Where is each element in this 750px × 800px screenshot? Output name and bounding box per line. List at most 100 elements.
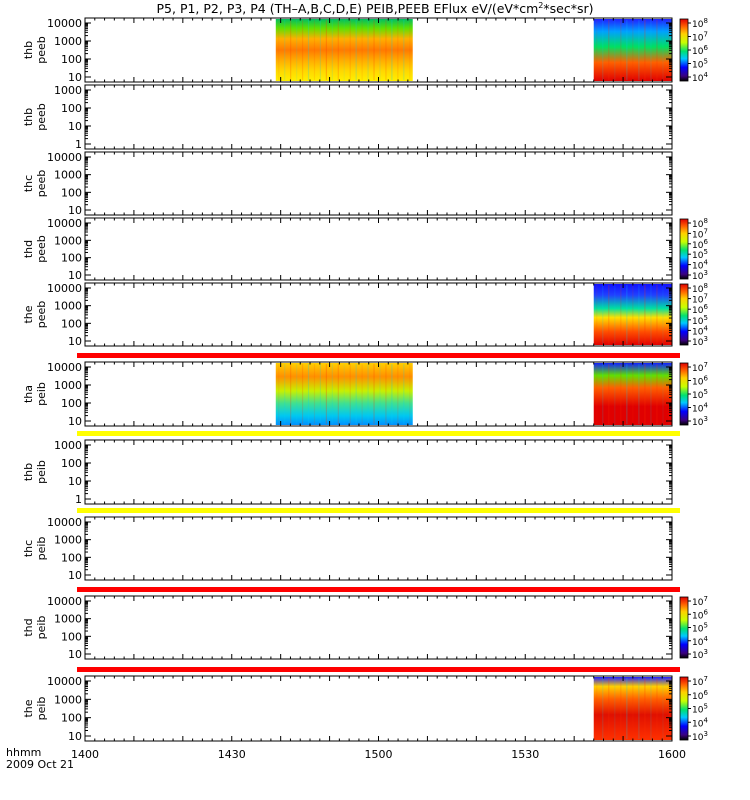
colorbar: [679, 596, 689, 659]
y-tick-label: 100: [61, 397, 82, 410]
colorbar: [679, 676, 689, 741]
colorbar-tick-label: 103: [692, 415, 708, 428]
colorbar-tick-label: 106: [692, 303, 708, 316]
panel-instrument-label: peib: [35, 460, 48, 484]
colorbar-tick-label: 105: [692, 622, 708, 635]
colorbar-tick-label: 104: [692, 71, 708, 84]
y-tick-label: 10: [68, 335, 82, 348]
panel-frame: [84, 151, 673, 216]
y-tick-label: 10000: [47, 595, 82, 608]
y-tick-label: 1000: [54, 439, 82, 452]
panel-instrument-label: peeb: [35, 103, 48, 131]
colorbar-tick-label: 106: [692, 44, 708, 57]
title-tail: *sec*sr): [543, 1, 593, 16]
panel-thb-peib: 1 10 100 1000 thb peib: [22, 431, 680, 506]
colorbar: [679, 283, 689, 346]
panel-probe-label: thb: [22, 463, 35, 481]
y-tick-label: 10: [68, 730, 82, 743]
y-tick-label: 1000: [54, 84, 82, 97]
y-tick-label: 10: [68, 648, 82, 661]
y-tick-label: 10000: [47, 151, 82, 164]
colorbar-tick-label: 103: [692, 648, 708, 661]
panel-frame: [84, 516, 673, 581]
panel-thc-peib: 10 100 1000 10000 thc peib: [22, 508, 680, 582]
y-tick-label: 100: [61, 53, 82, 66]
colorbar-tick-label: 104: [692, 635, 708, 648]
colorbar-tick-label: 107: [692, 595, 708, 608]
y-tick-label: 1000: [54, 169, 82, 182]
colorbar-tick-label: 107: [692, 361, 708, 374]
panel-instrument-label: peeb: [35, 301, 48, 329]
y-tick-label: 1000: [54, 613, 82, 626]
colorbar-tick-label: 107: [692, 227, 708, 240]
colorbar-tick-label: 106: [692, 375, 708, 388]
y-tick-label: 10: [68, 204, 82, 217]
colorbar-tick-label: 108: [692, 17, 708, 30]
panel-probe-label: thd: [22, 240, 35, 258]
y-tick-label: 1: [75, 493, 82, 506]
panel-probe-label: thb: [22, 108, 35, 126]
title-main: P5, P1, P2, P3, P4 (TH–A,B,C,D,E) PEIB,P…: [157, 1, 539, 16]
y-tick-label: 100: [61, 551, 82, 564]
panel-instrument-label: peib: [35, 537, 48, 561]
y-tick-label: 100: [61, 317, 82, 330]
y-tick-label: 10000: [47, 516, 82, 529]
colorbar-tick-label: 104: [692, 324, 708, 337]
panel-thc-peeb: 10 100 1000 10000 thc peeb: [22, 151, 673, 217]
colorbar-tick-label: 104: [692, 716, 708, 729]
panel-probe-label: thc: [22, 175, 35, 192]
colorbar-tick-label: 108: [692, 217, 708, 230]
time-tick-label: 1600: [658, 748, 686, 761]
spectrogram-block-electron_a: [275, 19, 413, 81]
panel-probe-label: the: [22, 305, 35, 323]
colorbar-tick-label: 103: [692, 730, 708, 743]
time-tick-label: 1530: [511, 748, 539, 761]
panel-probe-label: tha: [22, 385, 35, 403]
spectrogram-block-ion_c: [593, 677, 672, 740]
status-bar-red: [77, 667, 680, 672]
colorbar-tick-label: 103: [692, 269, 708, 282]
colorbar-tick-label: 106: [692, 238, 708, 251]
y-tick-label: 100: [61, 186, 82, 199]
y-tick-label: 10000: [47, 17, 82, 30]
y-tick-label: 100: [61, 252, 82, 265]
panel-probe-label: thc: [22, 540, 35, 557]
panel-thb-peeb: 1 10 100 1000 thb peeb: [22, 84, 673, 151]
panel-frame: [84, 439, 673, 505]
y-tick-label: 1000: [54, 379, 82, 392]
y-tick-label: 10000: [47, 361, 82, 374]
date-label: 2009 Oct 21: [6, 758, 74, 771]
panel-probe-label: the: [22, 699, 35, 717]
spectrogram-block-ion_a: [275, 363, 413, 425]
y-tick-label: 10: [68, 71, 82, 84]
y-tick-label: 1: [75, 138, 82, 151]
y-tick-label: 1000: [54, 534, 82, 547]
panel-probe-label: thb: [22, 41, 35, 59]
panel-frame: [84, 217, 673, 281]
panel-frame: [84, 84, 673, 150]
y-tick-label: 10: [68, 120, 82, 133]
spectrogram-block-ion_b: [593, 363, 672, 425]
y-tick-label: 100: [61, 102, 82, 115]
y-tick-label: 10000: [47, 282, 82, 295]
status-bar-red: [77, 353, 680, 358]
colorbar-tick-label: 104: [692, 402, 708, 415]
panel-instrument-label: peeb: [35, 36, 48, 64]
status-bar-yellow: [77, 431, 680, 436]
colorbar-tick-label: 104: [692, 259, 708, 272]
y-tick-label: 10000: [47, 675, 82, 688]
colorbar: [679, 218, 689, 280]
y-tick-label: 10: [68, 475, 82, 488]
panel-instrument-label: peib: [35, 616, 48, 640]
colorbar-tick-label: 107: [692, 31, 708, 44]
panel-instrument-label: peib: [35, 382, 48, 406]
colorbar-tick-label: 105: [692, 314, 708, 327]
panel-frame: [84, 595, 673, 660]
time-tick-label: 1500: [365, 748, 393, 761]
